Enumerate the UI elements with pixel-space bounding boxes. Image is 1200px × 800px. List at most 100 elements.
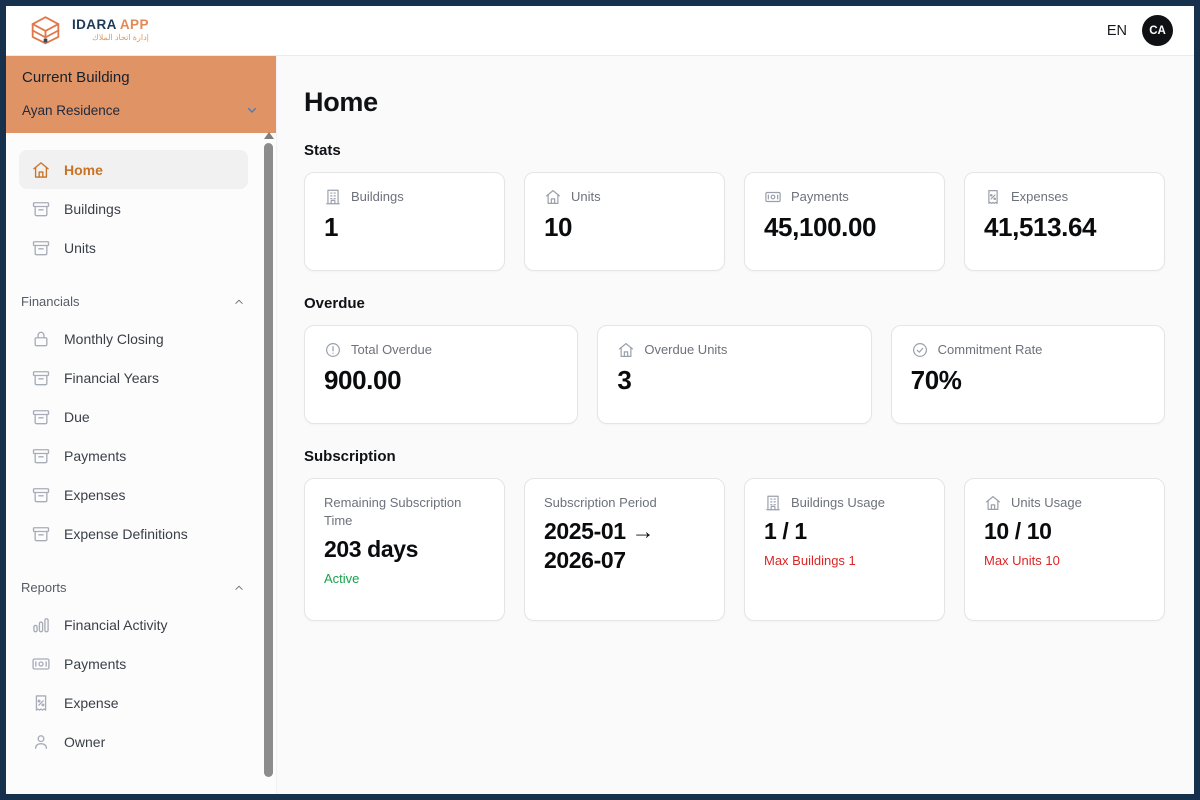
sidebar-item-financial-activity[interactable]: Financial Activity — [19, 605, 248, 644]
scrollbar-up-arrow[interactable] — [263, 132, 274, 139]
check-circle-icon — [912, 343, 927, 357]
archive-box-icon — [32, 448, 50, 463]
sidebar-item-buildings[interactable]: Buildings — [19, 189, 248, 228]
section-subscription: Subscription Remaining Subscription Time 2… — [304, 448, 1194, 621]
sidebar-item-home[interactable]: Home — [19, 150, 248, 189]
card-value: 41,513.64 — [984, 212, 1097, 243]
sidebar-section-label: Reports — [21, 580, 67, 595]
sidebar-item-label: Owner — [64, 733, 106, 750]
home-icon — [986, 496, 1000, 510]
card-value: 1 — [324, 212, 339, 243]
home-icon — [33, 161, 49, 178]
home-icon — [619, 343, 634, 357]
logo-building-icon — [31, 16, 60, 45]
card-label: Remaining Subscription Time — [324, 495, 462, 529]
card-label-row: Total Overdue — [324, 341, 558, 359]
stat-card-total-overdue: Total Overdue 900.00 — [304, 325, 579, 424]
sidebar-nav: Home Buildings Units Financials Monthly Clos… — [6, 133, 276, 794]
logo-name: IDARA APP — [72, 17, 149, 33]
stat-card-buildings-usage: Buildings Usage 1 / 1 Max Buildings 1 — [744, 478, 945, 621]
scrollbar-thumb[interactable] — [264, 143, 273, 777]
sidebar-item-monthly-closing[interactable]: Monthly Closing — [19, 319, 248, 358]
alert-circle-icon — [326, 343, 340, 357]
card-label-row: Payments — [764, 188, 925, 206]
building-selector-label: Current Building — [22, 69, 130, 86]
bar-chart-icon — [33, 617, 49, 632]
archive-box-icon — [32, 201, 50, 216]
sidebar-item-label: Expenses — [64, 486, 126, 503]
logo-tagline: إدارة اتحاد الملاك — [92, 33, 149, 43]
sidebar: Current Building Ayan Residence Home Buil… — [6, 56, 277, 794]
page-title: Home — [304, 87, 378, 117]
sidebar-section-reports[interactable]: Reports — [21, 580, 246, 595]
sidebar-item-label: Buildings — [64, 200, 121, 217]
banknote-icon — [32, 657, 50, 670]
section-heading: Stats — [304, 142, 341, 159]
sidebar-item-expense-definitions[interactable]: Expense Definitions — [19, 514, 248, 553]
stat-card-commitment-rate: Commitment Rate 70% — [890, 325, 1165, 424]
section-stats: Stats Buildings 1 Units 10 Payments 45,100.00 E… — [304, 142, 1194, 271]
card-label: Buildings — [351, 189, 404, 204]
card-label-row: Commitment Rate — [911, 341, 1145, 359]
sidebar-item-owner[interactable]: Owner — [19, 722, 248, 761]
sidebar-item-payments[interactable]: Payments — [19, 644, 248, 683]
stat-card-buildings: Buildings 1 — [304, 172, 505, 271]
card-label-row: Buildings — [324, 188, 485, 206]
main-sections: Stats Buildings 1 Units 10 Payments 45,100.00 E… — [304, 142, 1194, 621]
card-grid: Remaining Subscription Time 203 days Activ… — [304, 478, 1165, 621]
card-label: Commitment Rate — [937, 342, 1043, 357]
stat-card-units: Units 10 — [524, 172, 725, 271]
sidebar-item-payments[interactable]: Payments — [19, 436, 248, 475]
card-value: 2025-01 → 2026-07 — [544, 518, 655, 573]
language-switcher[interactable]: EN — [1106, 22, 1127, 39]
topbar: IDARA APP إدارة اتحاد الملاك EN CA — [6, 6, 1194, 56]
card-label: Units Usage — [1011, 495, 1082, 510]
main-content: Home Stats Buildings 1 Units 10 Payments 45,10… — [277, 56, 1194, 794]
user-avatar[interactable]: CA — [1142, 15, 1173, 46]
card-value: 10 — [544, 212, 573, 243]
card-label-row: Subscription Period — [544, 494, 705, 512]
building-selector[interactable]: Current Building Ayan Residence — [6, 56, 276, 133]
section-overdue: Overdue Total Overdue 900.00 Overdue Units 3… — [304, 295, 1194, 424]
archive-box-icon — [32, 370, 50, 385]
card-value: 10 / 10 — [984, 518, 1052, 545]
sidebar-section-financials[interactable]: Financials — [21, 294, 246, 309]
sidebar-item-due[interactable]: Due — [19, 397, 248, 436]
stat-card-remaining-subscription-time: Remaining Subscription Time 203 days Activ… — [304, 478, 505, 621]
sidebar-item-financial-years[interactable]: Financial Years — [19, 358, 248, 397]
logo-text: IDARA APP إدارة اتحاد الملاك — [72, 17, 149, 43]
receipt-percent-icon — [988, 190, 998, 204]
section-heading: Overdue — [304, 295, 365, 312]
stat-card-subscription-period: Subscription Period 2025-01 → 2026-07 — [524, 478, 725, 621]
card-value: 900.00 — [324, 365, 402, 396]
card-label: Overdue Units — [644, 342, 728, 357]
stat-card-payments: Payments 45,100.00 — [744, 172, 945, 271]
card-label: Expenses — [1011, 189, 1069, 204]
chevron-up-icon — [235, 585, 243, 590]
card-label-row: Buildings Usage — [764, 494, 925, 512]
card-value: 3 — [617, 365, 632, 396]
sidebar-item-label: Financial Activity — [64, 616, 168, 633]
card-label: Payments — [791, 189, 849, 204]
app-body: Current Building Ayan Residence Home Buil… — [6, 56, 1194, 794]
sidebar-item-expense[interactable]: Expense — [19, 683, 248, 722]
section-heading: Subscription — [304, 448, 396, 465]
card-value: 70% — [910, 365, 962, 396]
sidebar-item-label: Due — [64, 408, 90, 425]
sidebar-item-units[interactable]: Units — [19, 228, 248, 267]
chevron-down-icon — [247, 107, 257, 113]
sidebar-item-label: Payments — [64, 655, 127, 672]
lock-icon — [34, 331, 48, 346]
home-icon — [546, 190, 560, 204]
building-icon — [766, 495, 780, 511]
card-label: Total Overdue — [351, 342, 432, 357]
card-label-row: Units Usage — [984, 494, 1145, 512]
sidebar-item-expenses[interactable]: Expenses — [19, 475, 248, 514]
receipt-percent-icon — [35, 694, 47, 711]
building-icon — [326, 189, 340, 205]
sidebar-item-label: Expense Definitions — [64, 525, 188, 542]
sidebar-item-label: Payments — [64, 447, 127, 464]
card-note: Active — [324, 571, 360, 587]
card-grid: Buildings 1 Units 10 Payments 45,100.00 Expens… — [304, 172, 1165, 271]
card-note: Max Units 10 — [984, 552, 1060, 568]
